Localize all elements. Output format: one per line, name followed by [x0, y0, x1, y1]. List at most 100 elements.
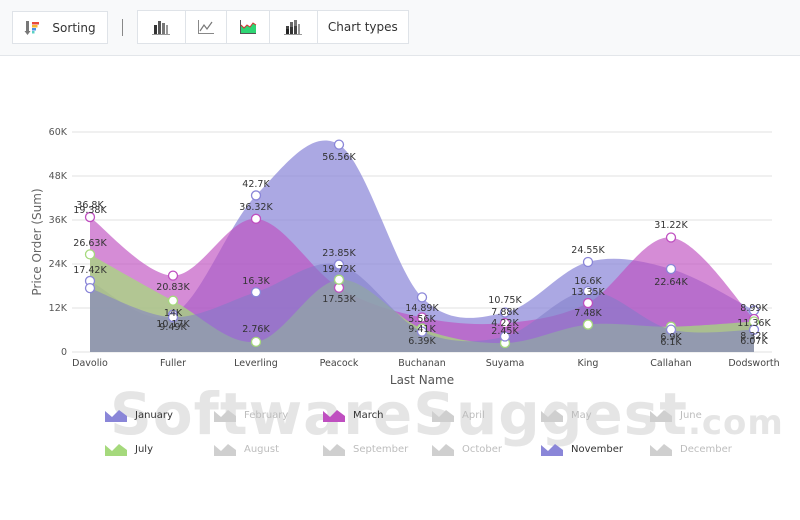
- legend-label: April: [462, 409, 485, 421]
- data-label: 22.64K: [654, 277, 688, 288]
- data-label: 6.07K: [740, 336, 768, 347]
- legend-label: December: [680, 443, 732, 455]
- bar-chart-button[interactable]: [138, 11, 186, 43]
- stacked-bar-chart-button[interactable]: [270, 11, 318, 43]
- data-label: 11.36K: [737, 318, 771, 329]
- data-point-marker[interactable]: [582, 256, 594, 268]
- legend-label: March: [353, 409, 384, 421]
- legend-item-april[interactable]: April: [432, 408, 485, 422]
- legend-item-march[interactable]: March: [323, 408, 383, 422]
- data-label: 23.85K: [322, 248, 356, 259]
- data-label: 17.53K: [322, 294, 356, 305]
- data-point-marker[interactable]: [665, 232, 677, 243]
- spline-area-chart: 0 12K 24K 36K 48K 60K Price Order (Sum) Davolio…: [30, 127, 780, 387]
- legend-item-february[interactable]: February: [214, 408, 288, 422]
- legend-item-november[interactable]: November: [541, 442, 623, 456]
- legend-label: November: [571, 443, 624, 455]
- area-series-icon: [541, 444, 563, 456]
- legend-item-august[interactable]: August: [214, 442, 279, 456]
- data-label: 6.39K: [408, 336, 436, 347]
- data-point-marker[interactable]: [333, 259, 345, 270]
- data-label: 5.56K: [408, 314, 436, 325]
- data-label: 4.22K: [491, 318, 519, 329]
- legend-label: February: [244, 409, 289, 421]
- area-november[interactable]: [90, 263, 754, 352]
- x-tick-label: Buchanan: [398, 358, 445, 369]
- legend-item-january[interactable]: January: [105, 408, 173, 422]
- data-point-marker[interactable]: [665, 324, 677, 335]
- data-point-marker[interactable]: [84, 282, 96, 294]
- data-label: 2.45K: [491, 326, 519, 337]
- area-series-icon: [541, 410, 563, 422]
- data-label: 6.9K: [660, 332, 682, 343]
- data-point-marker[interactable]: [333, 139, 345, 150]
- x-tick-label: Davolio: [72, 358, 108, 369]
- data-point-marker[interactable]: [499, 307, 511, 318]
- legend-label: January: [135, 409, 173, 421]
- x-tick-label: Peacock: [320, 358, 359, 369]
- legend-item-may[interactable]: May: [541, 408, 592, 422]
- data-point-marker[interactable]: [167, 295, 179, 306]
- chart-toolbar: Sorting: [0, 0, 800, 56]
- legend-label: August: [244, 443, 279, 455]
- data-point-marker[interactable]: [416, 292, 428, 303]
- data-point-marker[interactable]: [250, 287, 262, 298]
- data-point-marker[interactable]: [167, 270, 179, 281]
- data-point-marker[interactable]: [250, 336, 262, 348]
- data-label: 7.88K: [491, 307, 519, 318]
- data-point-marker[interactable]: [582, 319, 594, 330]
- x-tick-label: Leverling: [234, 358, 278, 369]
- legend-item-july[interactable]: July: [105, 442, 153, 456]
- data-label: 26.63K: [73, 238, 107, 249]
- data-point-marker[interactable]: [250, 213, 262, 224]
- data-label: 9.41K: [408, 324, 436, 335]
- data-point-marker[interactable]: [84, 249, 96, 260]
- x-tick-label: King: [578, 358, 599, 369]
- data-point-marker[interactable]: [416, 326, 428, 337]
- legend-item-october[interactable]: October: [432, 442, 502, 456]
- data-point-marker[interactable]: [499, 317, 511, 329]
- legend-label: July: [135, 443, 153, 455]
- legend-item-december[interactable]: December: [650, 442, 732, 456]
- data-point-marker[interactable]: [416, 312, 428, 323]
- sorting-label: Sorting: [52, 20, 96, 35]
- line-chart-icon: [198, 20, 214, 34]
- data-point-marker[interactable]: [167, 312, 179, 323]
- legend-item-september[interactable]: September: [323, 442, 408, 456]
- legend-item-june[interactable]: June: [650, 408, 702, 422]
- data-label: 8.99K: [740, 303, 768, 314]
- data-label: 36.32K: [239, 202, 273, 213]
- data-point-marker[interactable]: [84, 211, 96, 223]
- bar-chart-icon: [152, 21, 171, 35]
- data-label: 56.56K: [322, 152, 356, 163]
- y-tick-label: 12K: [49, 303, 68, 314]
- legend-label: June: [680, 409, 702, 421]
- legend-label: September: [353, 443, 409, 455]
- y-axis-title: Price Order (Sum): [30, 188, 44, 295]
- data-point-marker[interactable]: [748, 324, 760, 335]
- data-label: 14K: [164, 308, 183, 319]
- y-tick-label: 60K: [49, 127, 68, 138]
- line-chart-button[interactable]: [186, 11, 228, 43]
- chart-types-button[interactable]: Chart types: [318, 11, 408, 43]
- data-point-marker[interactable]: [582, 297, 594, 309]
- data-point-marker[interactable]: [582, 285, 594, 297]
- data-point-marker[interactable]: [665, 263, 677, 275]
- x-tick-label: Fuller: [160, 358, 186, 369]
- data-label: 20.83K: [156, 282, 190, 293]
- area-chart-button[interactable]: [227, 11, 271, 43]
- data-label: 17.42K: [73, 265, 107, 276]
- area-series-icon: [214, 444, 236, 456]
- data-label: 42.7K: [242, 179, 270, 190]
- chart-types-label: Chart types: [327, 20, 398, 34]
- data-point-marker[interactable]: [250, 190, 262, 201]
- sorting-icon: [24, 20, 40, 35]
- data-point-marker[interactable]: [499, 331, 511, 342]
- area-series-icon: [432, 410, 454, 422]
- area-chart-icon: [240, 20, 257, 34]
- toolbar-divider: [122, 19, 123, 36]
- x-tick-label: Callahan: [650, 358, 691, 369]
- x-axis-title: Last Name: [390, 373, 454, 387]
- sorting-button[interactable]: Sorting: [12, 11, 108, 44]
- data-point-marker[interactable]: [333, 274, 345, 285]
